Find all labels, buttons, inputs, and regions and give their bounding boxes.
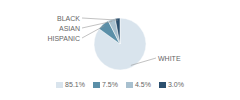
html-text:4.5%: 4.5% xyxy=(134,81,151,88)
svg-text:ASIAN: ASIAN xyxy=(59,25,80,32)
svg-text:BLACK: BLACK xyxy=(57,15,80,22)
html-text:3.0%: 3.0% xyxy=(167,81,184,88)
html-text:85.1%: 85.1% xyxy=(65,81,85,88)
svg-text:HISPANIC: HISPANIC xyxy=(47,35,80,42)
svg-text:WHITE: WHITE xyxy=(158,55,181,62)
html-text:7.5%: 7.5% xyxy=(102,81,118,88)
